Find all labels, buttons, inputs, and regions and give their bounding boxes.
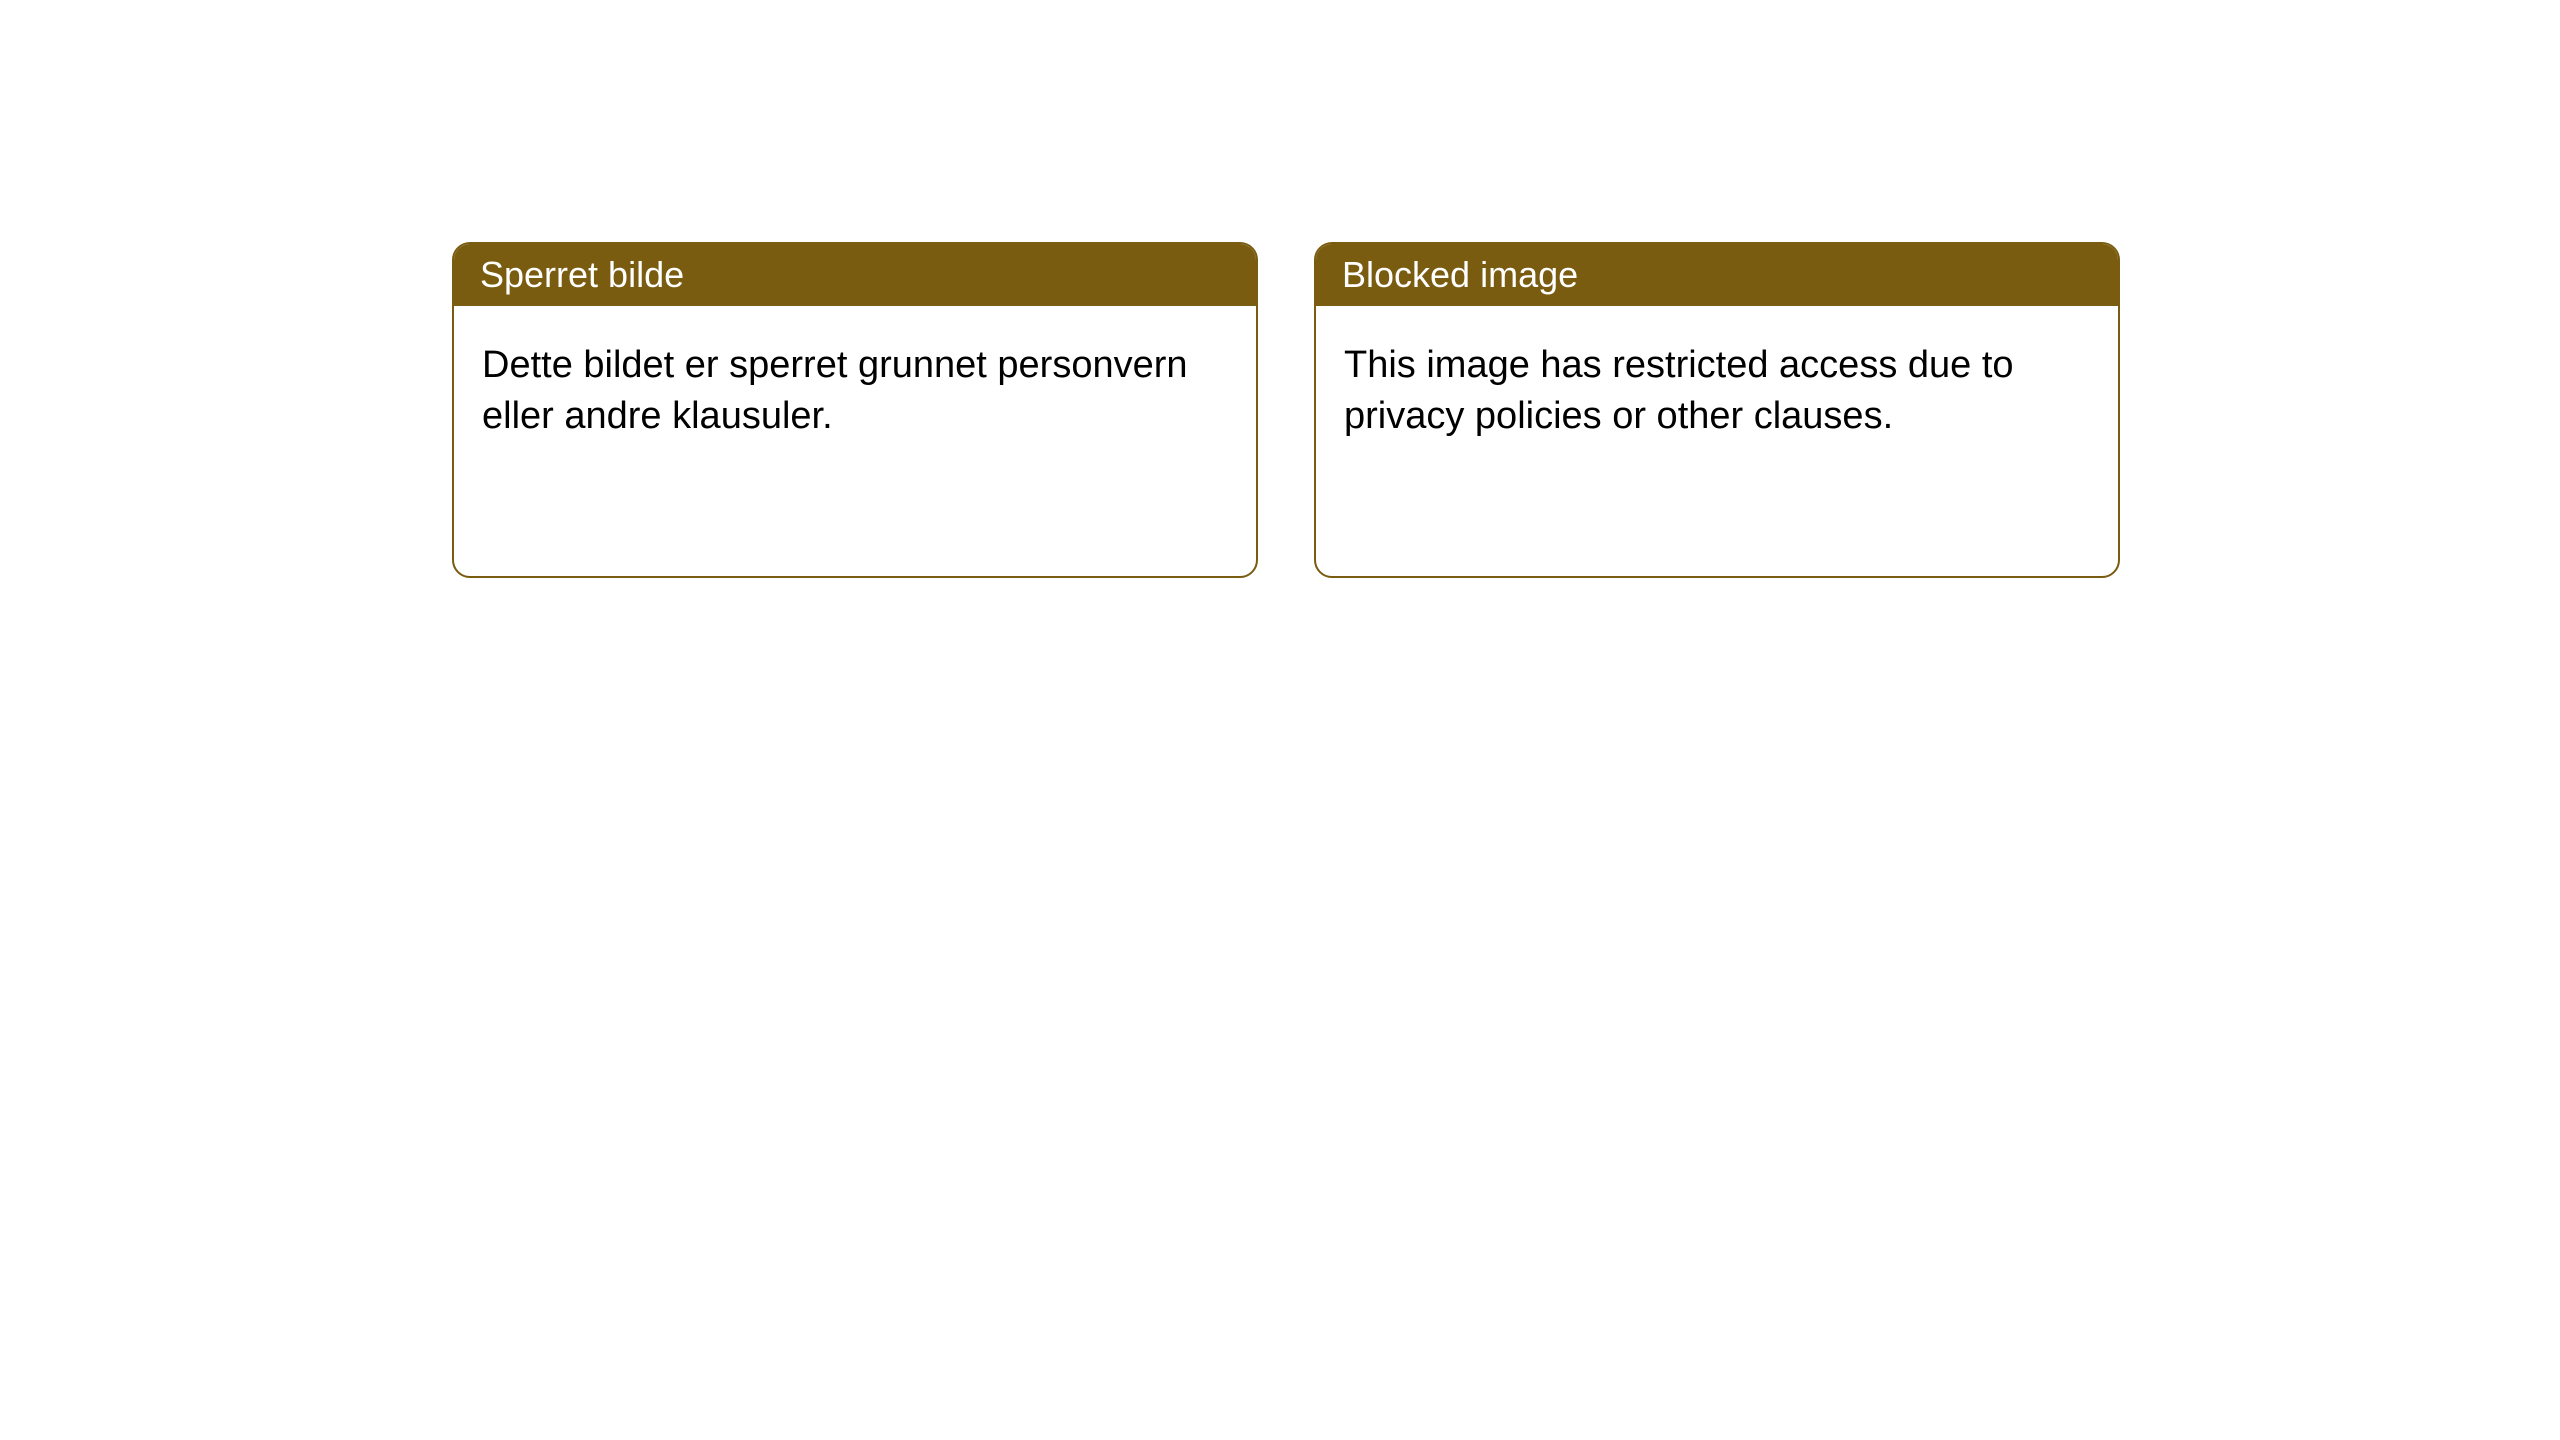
- notice-card-english: Blocked image This image has restricted …: [1314, 242, 2120, 578]
- notice-card-norwegian: Sperret bilde Dette bildet er sperret gr…: [452, 242, 1258, 578]
- card-header: Sperret bilde: [454, 244, 1256, 306]
- card-body-text: Dette bildet er sperret grunnet personve…: [482, 344, 1188, 437]
- card-title: Sperret bilde: [480, 254, 684, 295]
- card-header: Blocked image: [1316, 244, 2118, 306]
- card-title: Blocked image: [1342, 254, 1578, 295]
- card-body: This image has restricted access due to …: [1316, 306, 2118, 576]
- card-body-text: This image has restricted access due to …: [1344, 344, 2014, 437]
- notice-cards-container: Sperret bilde Dette bildet er sperret gr…: [0, 0, 2560, 578]
- card-body: Dette bildet er sperret grunnet personve…: [454, 306, 1256, 576]
